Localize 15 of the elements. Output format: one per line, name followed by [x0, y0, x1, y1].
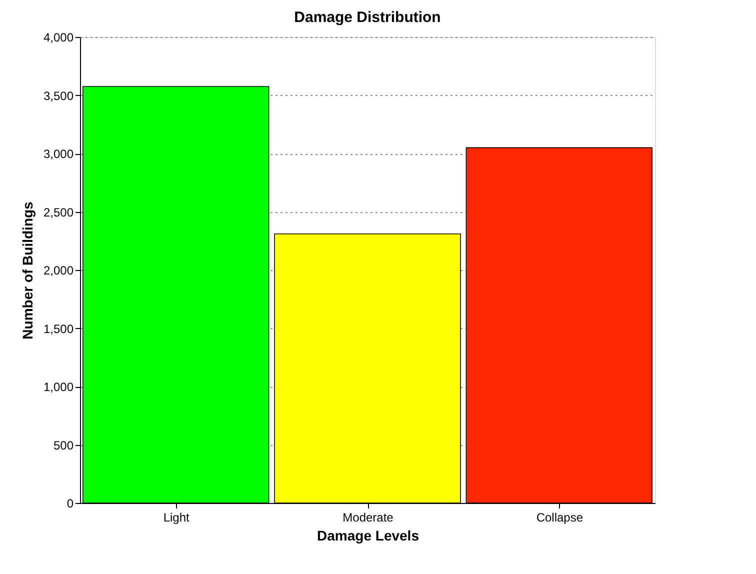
- x-axis-title: Damage Levels: [317, 528, 420, 544]
- y-tick-label: 3,000: [43, 147, 74, 161]
- y-tick-label: 1,000: [43, 380, 74, 394]
- x-tick-label: Moderate: [342, 510, 394, 524]
- y-axis-title: Number of Buildings: [19, 201, 36, 340]
- x-tick-label: Light: [163, 510, 190, 524]
- y-tick-label: 2,500: [43, 205, 74, 220]
- y-tick-label: 500: [53, 438, 74, 452]
- y-tick-label: 2,000: [43, 264, 74, 278]
- x-tick-label: Collapse: [536, 510, 584, 524]
- y-tick-label: 0: [66, 496, 74, 510]
- y-tick-label: 4,000: [43, 30, 74, 44]
- chart-title: Damage Distribution: [294, 9, 441, 26]
- y-tick-label: 1,500: [43, 322, 74, 336]
- y-tick-label: 3,500: [43, 88, 74, 103]
